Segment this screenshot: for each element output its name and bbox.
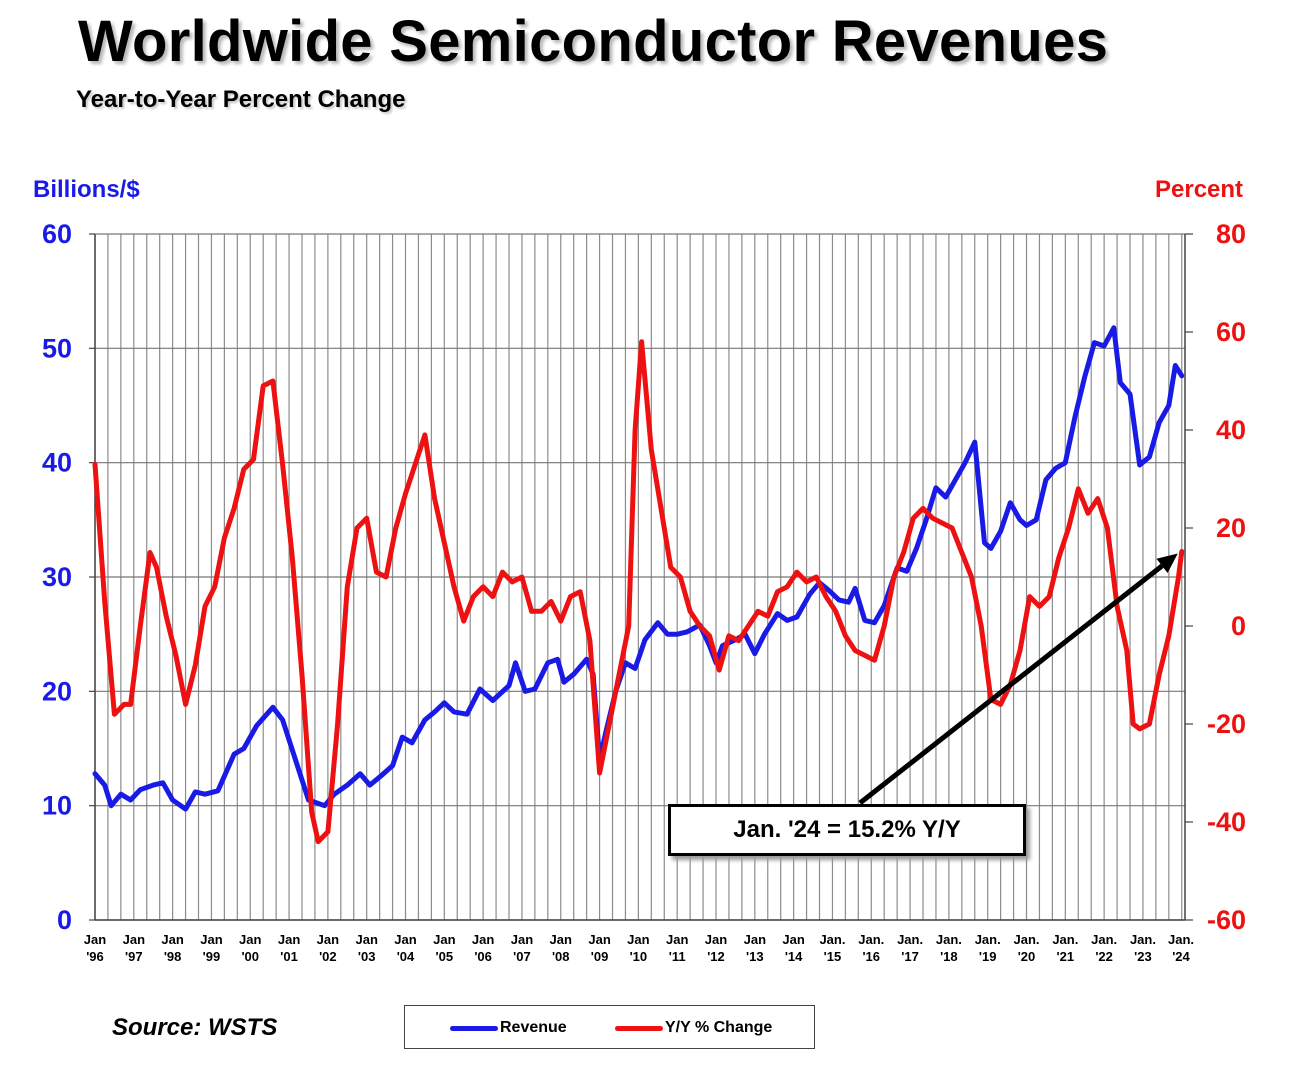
x-tick-label-month: Jan [666, 932, 688, 947]
x-tick-label-year: '20 [1018, 949, 1036, 964]
legend-swatch-revenue [450, 1025, 498, 1031]
x-tick-label-year: '10 [630, 949, 648, 964]
x-tick-label-month: Jan [123, 932, 145, 947]
x-tick-label-year: '23 [1134, 949, 1152, 964]
x-tick-label-month: Jan [744, 932, 766, 947]
x-tick-label-year: '08 [552, 949, 570, 964]
left-tick-label: 50 [42, 333, 72, 363]
x-tick-label-year: '07 [513, 949, 531, 964]
x-tick-label-year: '24 [1172, 949, 1190, 964]
x-tick-label-month: Jan. [1014, 932, 1040, 947]
x-tick-label-year: '05 [436, 949, 454, 964]
x-tick-label-month: Jan [239, 932, 261, 947]
left-tick-label: 20 [42, 676, 72, 706]
left-axis-label: Billions/$ [33, 176, 140, 203]
x-tick-label-month: Jan [394, 932, 416, 947]
annotation-arrow-shaft [858, 563, 1164, 805]
legend-label-revenue: Revenue [500, 1019, 567, 1036]
x-tick-label-month: Jan [511, 932, 533, 947]
legend-swatch-yoy [615, 1025, 663, 1031]
x-tick-label-year: '00 [241, 949, 259, 964]
left-tick-label: 60 [42, 219, 72, 249]
right-tick-label: 60 [1216, 317, 1246, 347]
x-tick-label-month: Jan [355, 932, 377, 947]
right-tick-label: -60 [1207, 905, 1246, 935]
x-tick-label-month: Jan. [897, 932, 923, 947]
x-tick-label-month: Jan [161, 932, 183, 947]
x-tick-label-month: Jan. [819, 932, 845, 947]
source-note: Source: WSTS [112, 1014, 278, 1041]
x-tick-label-year: '09 [591, 949, 609, 964]
x-tick-label-year: '13 [746, 949, 764, 964]
left-tick-label: 0 [57, 905, 72, 935]
x-tick-label-year: '19 [979, 949, 997, 964]
x-tick-label-month: Jan [550, 932, 572, 947]
x-tick-label-month: Jan [278, 932, 300, 947]
left-tick-label: 10 [42, 791, 72, 821]
x-tick-label-month: Jan. [936, 932, 962, 947]
x-tick-label-month: Jan [200, 932, 222, 947]
right-tick-label: 0 [1231, 611, 1246, 641]
legend-item-revenue: Revenue [450, 1006, 567, 1050]
chart-title: Worldwide Semiconductor Revenues [78, 9, 1109, 74]
x-tick-label-year: '03 [358, 949, 376, 964]
x-tick-label-year: '16 [862, 949, 880, 964]
x-tick-label-year: '22 [1095, 949, 1113, 964]
chart-subtitle: Year-to-Year Percent Change [76, 86, 406, 113]
right-tick-label: 20 [1216, 513, 1246, 543]
x-tick-label-month: Jan [84, 932, 106, 947]
x-tick-label-month: Jan [705, 932, 727, 947]
x-tick-label-month: Jan [782, 932, 804, 947]
legend-item-yoy: Y/Y % Change [615, 1006, 772, 1050]
x-tick-label-month: Jan [433, 932, 455, 947]
x-tick-label-year: '21 [1057, 949, 1075, 964]
x-tick-label-month: Jan [588, 932, 610, 947]
revenue-line [92, 325, 1185, 812]
x-tick-label-year: '96 [86, 949, 104, 964]
x-tick-label-year: '04 [397, 949, 415, 964]
x-tick-label-year: '97 [125, 949, 143, 964]
x-tick-label-month: Jan [472, 932, 494, 947]
legend: Revenue Y/Y % Change [404, 1005, 815, 1049]
x-tick-label-year: '18 [940, 949, 958, 964]
x-tick-label-month: Jan. [1091, 932, 1117, 947]
x-tick-label-month: Jan. [1130, 932, 1156, 947]
x-tick-label-month: Jan. [858, 932, 884, 947]
x-tick-label-year: '15 [824, 949, 842, 964]
legend-label-yoy: Y/Y % Change [665, 1019, 773, 1036]
x-tick-label-month: Jan. [1052, 932, 1078, 947]
annotation-box: Jan. '24 = 15.2% Y/Y [668, 804, 1026, 856]
x-tick-label-year: '06 [474, 949, 492, 964]
x-tick-label-year: '12 [707, 949, 725, 964]
left-tick-label: 30 [42, 562, 72, 592]
x-tick-label-year: '17 [901, 949, 919, 964]
x-tick-label-month: Jan [317, 932, 339, 947]
right-tick-label: -40 [1207, 807, 1246, 837]
x-tick-label-year: '14 [785, 949, 803, 964]
x-tick-label-year: '01 [280, 949, 298, 964]
x-tick-label-year: '02 [319, 949, 337, 964]
x-tick-label-month: Jan [627, 932, 649, 947]
right-tick-label: 80 [1216, 219, 1246, 249]
left-tick-label: 40 [42, 448, 72, 478]
right-tick-label: 40 [1216, 415, 1246, 445]
x-tick-label-year: '11 [669, 949, 686, 964]
x-tick-label-month: Jan. [975, 932, 1001, 947]
x-tick-label-year: '99 [203, 949, 221, 964]
annotation-arrow-head [1156, 553, 1178, 573]
right-axis-label: Percent [1155, 176, 1244, 203]
x-tick-label-month: Jan. [1168, 932, 1194, 947]
right-tick-label: -20 [1207, 709, 1246, 739]
x-tick-label-year: '98 [164, 949, 182, 964]
